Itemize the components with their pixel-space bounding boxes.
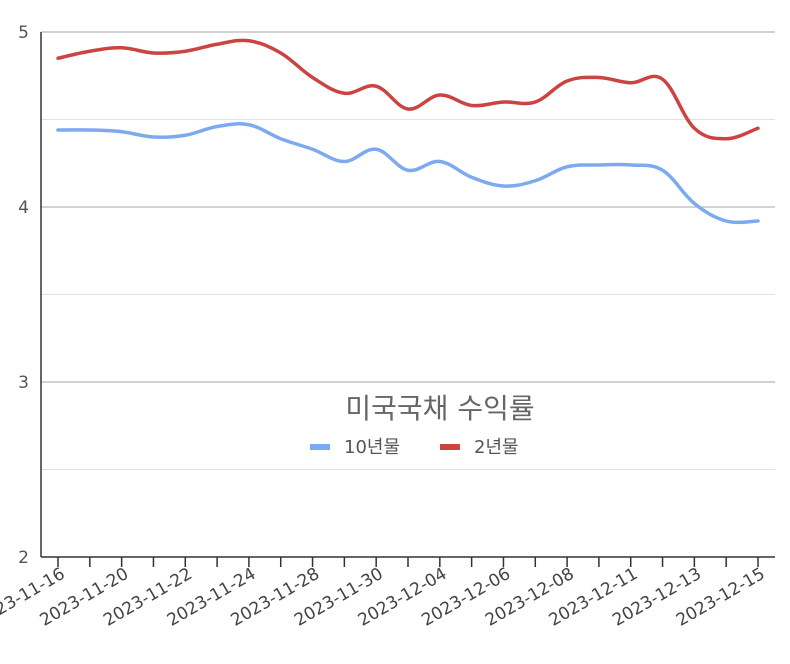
tick-labels: 23452023-11-162023-11-202023-11-222023-1…: [0, 23, 769, 631]
y-tick-label: 2: [18, 548, 29, 568]
series-line-1: [56, 38, 760, 141]
y-tick-label: 5: [18, 23, 29, 43]
series-line-0: [56, 122, 760, 225]
series-lines: [56, 38, 760, 225]
gridlines: [41, 31, 775, 470]
y-tick-label: 4: [18, 198, 29, 218]
legend-label-1: 2년물: [474, 437, 519, 458]
axes: [40, 32, 775, 567]
legend: 10년물 2년물: [310, 437, 519, 458]
legend-label-0: 10년물: [344, 437, 400, 458]
y-tick-label: 3: [18, 373, 29, 393]
chart-title: 미국국채 수익률: [345, 392, 534, 425]
